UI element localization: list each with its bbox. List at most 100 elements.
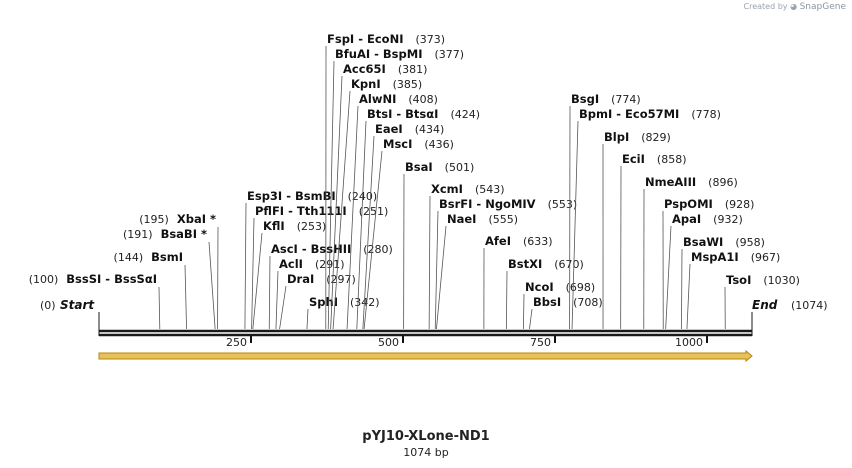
enzyme-name: NcoI bbox=[525, 280, 554, 294]
enzyme-name: DraI bbox=[287, 272, 314, 286]
enzyme-coord: (280) bbox=[363, 243, 393, 256]
enzyme-name: MscI bbox=[383, 137, 412, 151]
enzyme-coord: (858) bbox=[657, 153, 687, 166]
enzyme-name: BtsI - BtsαI bbox=[367, 107, 438, 121]
enzyme-site-pflfi-tth111i[interactable]: PflFI - Tth111I (251) bbox=[251, 204, 389, 330]
snapgene-watermark: Created by ◕ SnapGene bbox=[744, 2, 847, 12]
feature-layer bbox=[98, 349, 753, 363]
enzyme-coord: (144) bbox=[114, 251, 144, 264]
enzyme-site-bsssi-bsss-i[interactable]: BssSI - BssSαI (100) bbox=[29, 272, 161, 330]
enzyme-leader-line bbox=[279, 285, 287, 330]
enzyme-site-ecii[interactable]: EciI (858) bbox=[620, 152, 687, 330]
enzyme-site-eaei[interactable]: EaeI (434) bbox=[362, 122, 444, 330]
enzyme-leader-line bbox=[686, 263, 691, 330]
enzyme-site-pspomi[interactable]: PspOMI (928) bbox=[662, 197, 755, 330]
enzyme-name: PspOMI bbox=[664, 197, 713, 211]
enzyme-coord: (373) bbox=[415, 33, 445, 46]
enzyme-name: AclI bbox=[279, 257, 303, 271]
snapgene-brand-name: SnapGene bbox=[799, 2, 846, 12]
enzyme-name: BpmI - Eco57MI bbox=[579, 107, 679, 121]
enzyme-site-acli[interactable]: AclI(291) bbox=[275, 257, 345, 330]
enzyme-name: NmeAIII bbox=[645, 175, 696, 189]
enzyme-site-afei[interactable]: AfeI (633) bbox=[483, 234, 553, 330]
enzyme-leader-line bbox=[434, 210, 439, 330]
created-by-label: Created by bbox=[743, 2, 788, 11]
enzyme-leader-line bbox=[356, 120, 367, 330]
enzyme-name: FspI - EcoNI bbox=[327, 32, 403, 46]
enzyme-name: BsmI bbox=[151, 250, 183, 264]
enzyme-coord: (251) bbox=[359, 205, 389, 218]
enzyme-site-naei[interactable]: NaeI (555) bbox=[436, 212, 518, 330]
orf-arrow[interactable] bbox=[98, 349, 753, 363]
enzyme-coord: (932) bbox=[713, 213, 743, 226]
enzyme-name: EciI bbox=[622, 152, 645, 166]
enzyme-leader-line bbox=[184, 264, 187, 330]
enzyme-name: XbaI * bbox=[177, 212, 216, 226]
enzyme-site-asci-bsshii[interactable]: AscI - BssHII (280) bbox=[268, 242, 393, 330]
enzyme-site-msci[interactable]: MscI (436) bbox=[363, 137, 454, 330]
enzyme-leader-line bbox=[330, 75, 343, 330]
enzyme-site-apai[interactable]: ApaI (932) bbox=[665, 212, 743, 330]
enzyme-name: BlpI bbox=[604, 130, 629, 144]
map-length: 1074 bp bbox=[403, 446, 449, 459]
enzyme-site-nmeaiii[interactable]: NmeAIII (896) bbox=[643, 175, 738, 330]
enzyme-site-kfli[interactable]: KflI (253) bbox=[252, 219, 326, 330]
enzyme-site-bfuai-bspmi[interactable]: BfuAI - BspMI (377) bbox=[327, 47, 464, 330]
enzyme-coord: (896) bbox=[708, 176, 738, 189]
enzyme-leader-line bbox=[327, 60, 335, 330]
enzyme-site-xcmi[interactable]: XcmI (543) bbox=[428, 182, 505, 330]
enzyme-site-bsai[interactable]: BsaI (501) bbox=[403, 160, 475, 330]
enzyme-leader-line bbox=[251, 217, 255, 330]
enzyme-leader-line bbox=[158, 286, 161, 330]
enzyme-coord: (424) bbox=[450, 108, 480, 121]
enzyme-name: KflI bbox=[263, 219, 285, 233]
enzyme-site-esp3i-bsmbi[interactable]: Esp3I - BsmBI(240) bbox=[244, 189, 377, 330]
enzyme-leader-line bbox=[505, 270, 508, 330]
enzyme-site-drai[interactable]: DraI (297) bbox=[279, 272, 356, 330]
tick-layer: 250 500 750 1000 bbox=[226, 336, 709, 349]
enzyme-name: AfeI bbox=[485, 234, 511, 248]
enzyme-coord: (967) bbox=[751, 251, 781, 264]
enzyme-name: MspA1I bbox=[691, 250, 739, 264]
enzyme-site-bsgi[interactable]: BsgI (774) bbox=[569, 92, 641, 330]
enzyme-leader-line bbox=[252, 232, 263, 330]
enzyme-coord: (928) bbox=[725, 198, 755, 211]
enzyme-coord: (543) bbox=[475, 183, 505, 196]
enzyme-coord: (1030) bbox=[763, 274, 800, 287]
enzyme-site-bpmi-eco57mi[interactable]: BpmI - Eco57MI (778) bbox=[571, 107, 721, 330]
enzyme-site-btsi-bts-i[interactable]: BtsI - BtsαI (424) bbox=[356, 107, 480, 330]
enzyme-name: BbsI bbox=[533, 295, 561, 309]
enzyme-site-bbsi[interactable]: BbsI (708) bbox=[529, 295, 603, 330]
enzyme-site-bsawi[interactable]: BsaWI (958) bbox=[681, 235, 765, 330]
start-coord: (0) bbox=[40, 299, 56, 312]
enzyme-name: NaeI bbox=[447, 212, 476, 226]
enzyme-site-mspa1i[interactable]: MspA1I (967) bbox=[686, 250, 781, 330]
enzyme-site-xbai[interactable]: XbaI * (195) bbox=[139, 212, 219, 330]
enzyme-leader-line bbox=[208, 241, 216, 330]
enzyme-site-fspi-econi[interactable]: FspI - EcoNI (373) bbox=[325, 32, 445, 330]
enzyme-site-bstxi[interactable]: BstXI (670) bbox=[505, 257, 584, 330]
map-title: pYJ10-XLone-ND1 bbox=[362, 429, 490, 444]
end-coord: (1074) bbox=[791, 299, 828, 312]
enzyme-leader-line bbox=[428, 195, 431, 330]
enzyme-leader-line bbox=[346, 105, 359, 330]
enzyme-site-tsoi[interactable]: TsoI (1030) bbox=[724, 273, 800, 330]
enzyme-site-sphi[interactable]: SphI(342) bbox=[306, 295, 380, 330]
enzyme-site-kpni[interactable]: KpnI (385) bbox=[332, 77, 422, 330]
enzyme-coord: (829) bbox=[641, 131, 671, 144]
axis-tick-label-500: 500 bbox=[378, 336, 399, 349]
enzyme-coord: (191) bbox=[123, 228, 153, 241]
enzyme-coord: (958) bbox=[735, 236, 765, 249]
enzyme-name: Acc65I bbox=[343, 62, 386, 76]
enzyme-coord: (377) bbox=[434, 48, 464, 61]
enzyme-site-blpi[interactable]: BlpI (829) bbox=[602, 130, 671, 330]
enzyme-leader-line bbox=[665, 225, 672, 330]
enzyme-site-bsmi[interactable]: BsmI (144) bbox=[114, 250, 187, 330]
enzyme-name: AlwNI bbox=[359, 92, 396, 106]
enzyme-site-acc65i[interactable]: Acc65I (381) bbox=[330, 62, 428, 330]
enzyme-name: BstXI bbox=[508, 257, 542, 271]
enzyme-name: Esp3I - BsmBI bbox=[247, 189, 336, 203]
enzyme-site-alwni[interactable]: AlwNI (408) bbox=[346, 92, 438, 330]
enzyme-name: BsrFI - NgoMIV bbox=[439, 197, 536, 211]
enzyme-site-bsabi[interactable]: BsaBI * (191) bbox=[123, 227, 216, 330]
